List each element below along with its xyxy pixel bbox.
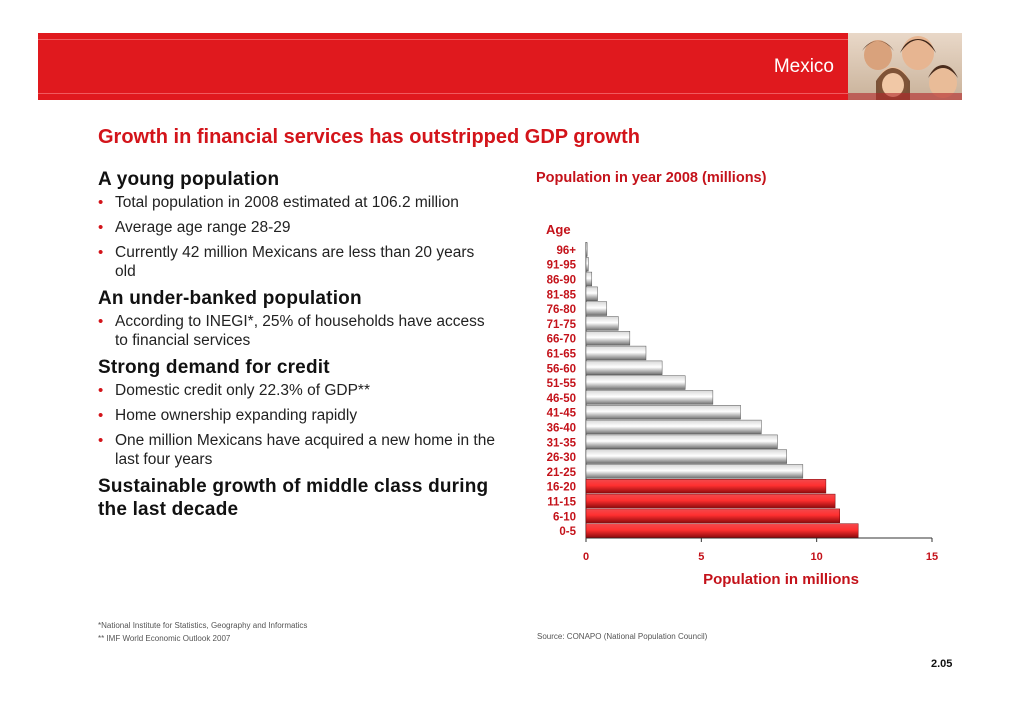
bar-0-5 bbox=[585, 523, 859, 538]
section-heading: A young population bbox=[98, 169, 280, 190]
bar-86-90 bbox=[585, 271, 593, 287]
bar-41-45 bbox=[585, 405, 741, 420]
footnote: *National Institute for Statistics, Geog… bbox=[98, 621, 308, 630]
left-content: A young population • Total population in … bbox=[98, 168, 518, 527]
bullet-text: Average age range 28-29 bbox=[115, 219, 291, 236]
bullet-item: • Average age range 28-29 bbox=[98, 218, 518, 237]
bar-16-20 bbox=[585, 479, 827, 494]
bar-56-60 bbox=[585, 360, 663, 375]
y-tick-label: 31-35 bbox=[547, 437, 577, 449]
bullet-icon: • bbox=[98, 244, 104, 261]
bullet-item: • Currently 42 million Mexicans are less … bbox=[98, 243, 495, 281]
bar-66-70 bbox=[585, 331, 631, 346]
section-credit-demand: Strong demand for credit • Domestic credi… bbox=[98, 356, 518, 469]
section-heading: Sustainable growth of middle class durin… bbox=[98, 476, 489, 520]
bullet-item: • One million Mexicans have acquired a ne… bbox=[98, 431, 510, 469]
chart-title: Population in year 2008 (millions) bbox=[536, 170, 767, 186]
bullet-icon: • bbox=[98, 407, 104, 424]
banner-red-bar: Mexico bbox=[38, 33, 848, 100]
bullet-list: • Domestic credit only 22.3% of GDP** • Ho… bbox=[98, 381, 518, 469]
bullet-icon: • bbox=[98, 219, 104, 236]
bar-61-65 bbox=[585, 345, 647, 361]
bar-11-15 bbox=[585, 493, 836, 509]
y-tick-label: 56-60 bbox=[547, 363, 576, 375]
y-tick-label: 16-20 bbox=[547, 482, 576, 494]
x-tick-label: 5 bbox=[698, 551, 704, 563]
bar-26-30 bbox=[585, 449, 787, 464]
y-tick-label: 96+ bbox=[556, 245, 576, 257]
bullet-icon: • bbox=[98, 382, 104, 399]
bullet-icon: • bbox=[98, 194, 104, 211]
x-tick-label: 10 bbox=[811, 551, 823, 563]
y-tick-label: 46-50 bbox=[547, 393, 576, 405]
bar-76-80 bbox=[585, 301, 608, 316]
slide-title: Growth in financial services has outstri… bbox=[98, 126, 640, 148]
bar-6-10 bbox=[585, 508, 840, 523]
x-tick-label: 0 bbox=[583, 551, 589, 563]
section-middle-class: Sustainable growth of middle class durin… bbox=[98, 475, 518, 521]
population-chart: 0-5 6-10 11-15 16-20 21-25 26-30 31-35 36-40 41-… bbox=[547, 242, 938, 588]
y-tick-label: 71-75 bbox=[547, 319, 577, 331]
section-heading: An under-banked population bbox=[98, 288, 362, 309]
footnote: ** IMF World Economic Outlook 2007 bbox=[98, 634, 231, 643]
source-note: Source: CONAPO (National Population Coun… bbox=[537, 632, 708, 641]
bullet-text: Domestic credit only 22.3% of GDP** bbox=[115, 382, 370, 399]
bar-31-35 bbox=[585, 434, 778, 449]
bullet-text: According to INEGI*, 25% of households h… bbox=[115, 313, 485, 349]
y-tick-label: 86-90 bbox=[547, 275, 576, 287]
y-tick-label: 76-80 bbox=[547, 304, 576, 316]
bullet-text: Currently 42 million Mexicans are less t… bbox=[115, 244, 475, 280]
section-heading: Strong demand for credit bbox=[98, 357, 330, 378]
bar-81-85 bbox=[585, 286, 598, 301]
bar-21-25 bbox=[585, 464, 804, 479]
section-under-banked: An under-banked population • According to… bbox=[98, 287, 518, 350]
y-tick-label: 21-25 bbox=[547, 467, 577, 479]
bullet-item: • Domestic credit only 22.3% of GDP** bbox=[98, 381, 518, 400]
y-tick-label: 11-15 bbox=[547, 497, 576, 509]
y-tick-label: 6-10 bbox=[553, 511, 576, 523]
bullet-item: • Home ownership expanding rapidly bbox=[98, 406, 518, 425]
bullet-text: One million Mexicans have acquired a new… bbox=[115, 432, 495, 468]
y-tick-label: 66-70 bbox=[547, 334, 576, 346]
family-photo bbox=[848, 33, 962, 100]
y-tick-label: 81-85 bbox=[547, 289, 577, 301]
bullet-item: • Total population in 2008 estimated at 1… bbox=[98, 193, 518, 212]
x-axis-label: Population in millions bbox=[703, 571, 859, 588]
bullet-text: Home ownership expanding rapidly bbox=[115, 407, 358, 424]
y-axis-label: Age bbox=[546, 222, 571, 237]
bullet-text: Total population in 2008 estimated at 10… bbox=[115, 194, 459, 211]
bullet-icon: • bbox=[98, 313, 104, 330]
y-tick-label: 51-55 bbox=[547, 378, 577, 390]
header-banner: Mexico bbox=[38, 33, 962, 100]
banner-title: Mexico bbox=[773, 56, 834, 77]
bullet-list: • According to INEGI*, 25% of households … bbox=[98, 312, 518, 350]
y-tick-label: 91-95 bbox=[547, 260, 577, 272]
y-tick-label: 36-40 bbox=[547, 423, 576, 435]
bar-36-40 bbox=[585, 419, 762, 435]
bar-46-50 bbox=[585, 390, 714, 405]
y-tick-label: 0-5 bbox=[559, 526, 576, 538]
bullet-item: • According to INEGI*, 25% of households … bbox=[98, 312, 495, 350]
bar-91-95 bbox=[585, 257, 589, 272]
y-tick-label: 61-65 bbox=[547, 349, 577, 361]
section-young-population: A young population • Total population in … bbox=[98, 168, 518, 281]
bullet-list: • Total population in 2008 estimated at 1… bbox=[98, 193, 518, 281]
y-tick-label: 41-45 bbox=[547, 408, 577, 420]
bar-71-75 bbox=[585, 316, 619, 331]
y-tick-label: 26-30 bbox=[547, 452, 576, 464]
page-number: 2.05 bbox=[931, 658, 953, 670]
bar-51-55 bbox=[585, 375, 686, 390]
x-tick-label: 15 bbox=[926, 551, 938, 563]
bar-96+ bbox=[585, 242, 588, 257]
bullet-icon: • bbox=[98, 432, 104, 449]
